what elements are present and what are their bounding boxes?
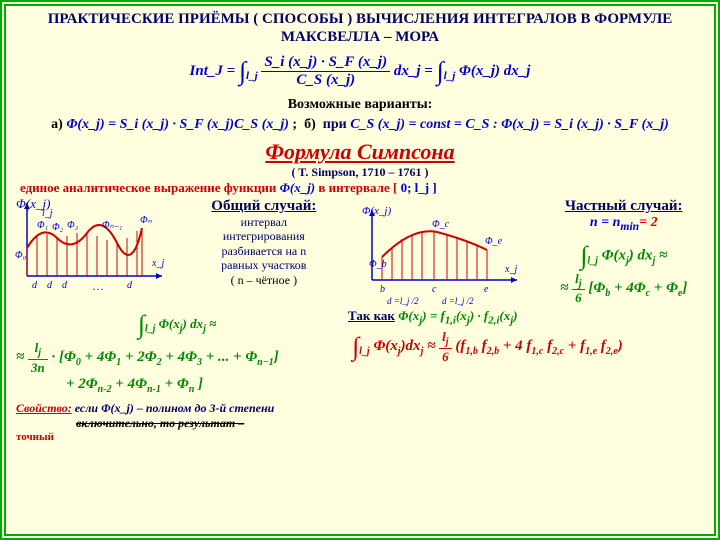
general-text-col: Общий случай: интервал интегрирования ра… <box>175 198 353 308</box>
simpson-title: Формула Симпсона <box>6 135 714 165</box>
svg-text:d =l_j /2: d =l_j /2 <box>387 296 419 306</box>
svg-text:Φ₂: Φ₂ <box>52 222 64 233</box>
svg-text:Φ_e: Φ_e <box>485 236 503 247</box>
svg-text:Φₙ: Φₙ <box>140 215 153 226</box>
svg-text:Φ(x_j): Φ(x_j) <box>362 205 391 217</box>
general-equation: ∫l_j Φ(xj) dxj ≈ ≈ lj3n · [Φ0 + 4Φ1 + 2Φ… <box>12 308 342 397</box>
svg-text:Φ_c: Φ_c <box>432 219 450 230</box>
final-equation: ∫l_j Φ(xj)dxj ≈ lj6 (f1,b f2,b + 4 f1,c … <box>348 327 708 367</box>
special-chart-col: Φ(x_j) Φ_b Φ_c Φ_e b c e x_j d =l_j /2 d… <box>357 198 535 308</box>
main-formula: Int_J = ∫l_j S_i (x_j) · S_F (x_j)C_S (x… <box>6 48 714 95</box>
svg-text:Φ₀: Φ₀ <box>15 250 27 261</box>
so-as-block: Так как Φ(xj) = f1,i(xj) · f2,i(xj) ∫l_j… <box>348 308 708 397</box>
svg-text:l_j: l_j <box>42 208 53 219</box>
svg-text:e: e <box>484 284 489 295</box>
special-chart: Φ(x_j) Φ_b Φ_c Φ_e b c e x_j d =l_j /2 d… <box>357 202 522 307</box>
svg-text:d: d <box>127 280 133 291</box>
svg-text:x_j: x_j <box>504 264 517 275</box>
svg-text:…: … <box>92 279 104 293</box>
general-desc: интервал интегрирования разбивается на n… <box>175 215 353 287</box>
svg-text:Φ_b: Φ_b <box>369 259 387 270</box>
svg-text:Φ₁: Φ₁ <box>37 220 48 231</box>
svg-text:d: d <box>62 280 68 291</box>
simpson-subtitle: ( T. Simpson, 1710 – 1761 ) <box>6 165 714 180</box>
variants-row: а) Φ(x_j) = S_i (x_j) · S_F (x_j)C_S (x_… <box>6 115 714 135</box>
special-text-col: Частный случай: n = nmin= 2 ∫l_j Φ(xj) d… <box>539 198 708 308</box>
special-case-title: Частный случай: <box>539 198 708 215</box>
property-note: Свойство: если Φ(x_j) – полином до 3-й с… <box>6 397 714 431</box>
general-chart-col: Φ₀ Φ₁ Φ₂ Φ₃ l_j Φₙ₋₁ Φₙ x_j d d d … d <box>12 198 171 308</box>
svg-text:c: c <box>432 284 437 295</box>
svg-text:d: d <box>47 280 53 291</box>
general-chart: Φ₀ Φ₁ Φ₂ Φ₃ l_j Φₙ₋₁ Φₙ x_j d d d … d <box>12 198 167 293</box>
special-nmin: n = nmin= 2 <box>539 215 708 233</box>
svg-text:Φ₃: Φ₃ <box>67 220 79 231</box>
applicability-line: единое аналитическое выражение функции Φ… <box>6 180 714 196</box>
exact-label: точный <box>6 431 714 443</box>
general-case-title: Общий случай: <box>175 198 353 215</box>
svg-text:d: d <box>32 280 38 291</box>
columns: Φ₀ Φ₁ Φ₂ Φ₃ l_j Φₙ₋₁ Φₙ x_j d d d … d Об… <box>6 198 714 308</box>
equations-row: ∫l_j Φ(xj) dxj ≈ ≈ lj3n · [Φ0 + 4Φ1 + 2Φ… <box>6 308 714 397</box>
special-integral: ∫l_j Φ(xj) dxj ≈ ≈ lj6 [Φb + 4Φc + Φe] <box>539 239 708 309</box>
svg-text:x_j: x_j <box>151 258 164 269</box>
svg-text:Φₙ₋₁: Φₙ₋₁ <box>102 220 122 231</box>
svg-text:b: b <box>380 284 385 295</box>
variants-label: Возможные варианты: <box>6 95 714 115</box>
page-title: ПРАКТИЧЕСКИЕ ПРИЁМЫ ( СПОСОБЫ ) ВЫЧИСЛЕН… <box>6 6 714 48</box>
svg-text:d =l_j /2: d =l_j /2 <box>442 296 474 306</box>
